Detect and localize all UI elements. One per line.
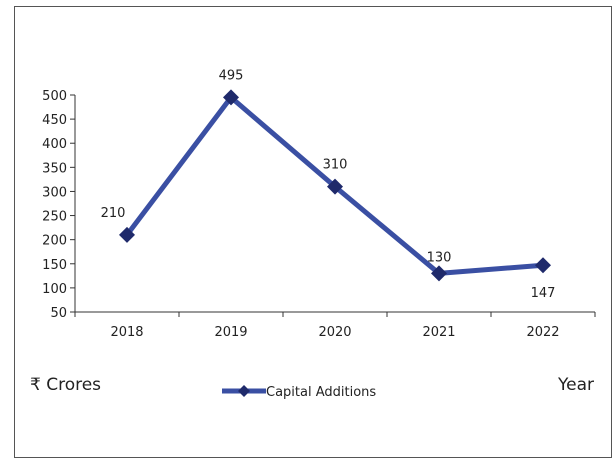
data-point-marker	[223, 89, 239, 106]
y-tick-label: 50	[50, 306, 67, 321]
data-label: 310	[323, 158, 348, 173]
x-axis: 2018 2019 2020 2021 2022	[74, 311, 596, 340]
legend-label: Capital Additions	[266, 385, 376, 400]
x-tick-label: 2022	[526, 325, 559, 340]
data-label: 147	[531, 286, 556, 301]
legend: Capital Additions	[222, 385, 376, 400]
data-label: 130	[427, 250, 452, 265]
x-tick-label: 2018	[110, 325, 143, 340]
x-tick-label: 2019	[214, 325, 247, 340]
data-point-marker	[535, 257, 551, 274]
x-tick-label: 2021	[422, 325, 455, 340]
y-axis: 50 100 150 200 250 300 350 400 450 500	[42, 89, 76, 321]
data-labels: 210 495 310 130 147	[101, 68, 556, 301]
y-tick-label: 350	[42, 161, 67, 176]
y-tick-label: 250	[42, 210, 67, 225]
data-label: 210	[101, 206, 126, 221]
y-tick-label: 300	[42, 185, 67, 200]
legend-marker	[238, 385, 250, 397]
y-axis-title: ₹ Crores	[30, 375, 101, 395]
y-tick-label: 500	[42, 89, 67, 104]
y-tick-label: 400	[42, 137, 67, 152]
series-capital-additions	[119, 89, 551, 282]
data-point-marker	[431, 265, 447, 282]
data-label: 495	[219, 68, 244, 83]
y-tick-label: 150	[42, 258, 67, 273]
y-tick-label: 100	[42, 282, 67, 297]
data-point-marker	[119, 226, 135, 243]
data-point-marker	[327, 178, 343, 195]
y-tick-label: 200	[42, 234, 67, 249]
x-tick-label: 2020	[318, 325, 351, 340]
y-tick-label: 450	[42, 113, 67, 128]
x-axis-title: Year	[557, 375, 594, 395]
